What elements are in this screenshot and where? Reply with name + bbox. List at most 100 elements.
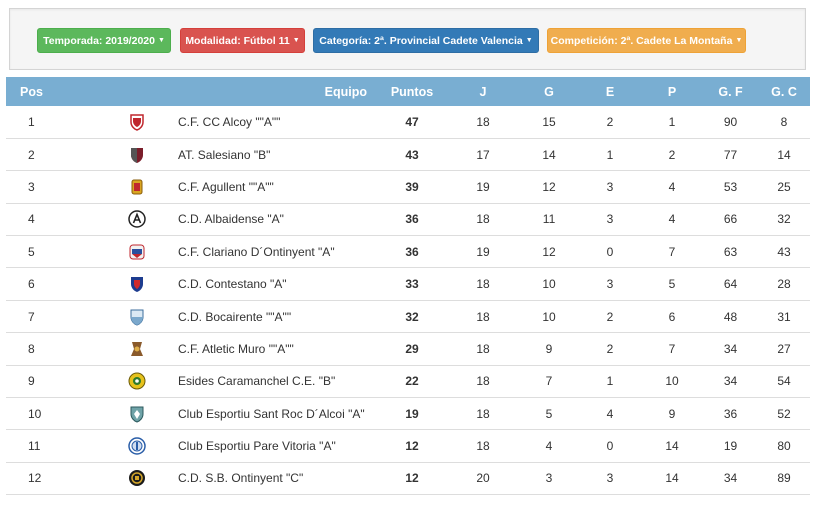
cell-goals-against: 52 (777, 406, 791, 421)
cell-played: 18 (476, 277, 490, 292)
crest-brown-figure-icon (128, 340, 146, 358)
cell-played: 18 (476, 212, 490, 227)
table-row[interactable]: 1 C.F. CC Alcoy ""A"" 47 18 15 2 1 90 8 (6, 106, 811, 139)
cell-team-name[interactable]: C.F. Agullent ""A"" (178, 179, 274, 194)
cell-lost: 2 (668, 147, 676, 162)
cell-goals-against: 31 (777, 309, 791, 324)
cell-points: 32 (405, 309, 419, 324)
cell-won: 4 (545, 439, 553, 454)
cell-points: 12 (405, 439, 419, 454)
cell-points: 47 (405, 114, 419, 129)
mode-dropdown-label: Modalidad: Fútbol 11 (185, 34, 290, 47)
cell-played: 19 (476, 179, 490, 194)
cell-team-name[interactable]: Club Esportiu Sant Roc D´Alcoi "A" (178, 406, 365, 421)
crest-yellow-circle-icon (128, 372, 146, 390)
cell-team-name[interactable]: C.D. Contestano "A" (178, 277, 287, 292)
cell-won: 5 (545, 406, 553, 421)
cell-team-name[interactable]: AT. Salesiano "B" (178, 147, 271, 162)
table-header-row: Pos Equipo Puntos J G E P G. F G. C (6, 77, 811, 106)
cell-points: 39 (405, 179, 419, 194)
cell-pos: 7 (28, 309, 35, 324)
cell-goals-against: 89 (777, 471, 791, 486)
table-row[interactable]: 4 C.D. Albaidense "A" 36 18 11 3 4 66 32 (6, 203, 811, 236)
table-row[interactable]: 12 C.D. S.B. Ontinyent "C" 12 20 3 3 14 34 89 (6, 462, 811, 495)
header-team: Equipo (324, 84, 368, 99)
cell-lost: 6 (668, 309, 676, 324)
cell-points: 43 (405, 147, 419, 162)
cell-won: 11 (542, 212, 556, 227)
header-points: Puntos (390, 84, 434, 99)
caret-down-icon: ▼ (525, 37, 533, 44)
cell-lost: 9 (668, 406, 676, 421)
cell-drawn: 0 (606, 439, 614, 454)
cell-won: 3 (545, 471, 553, 486)
cell-team-name[interactable]: C.D. S.B. Ontinyent "C" (178, 471, 304, 486)
cell-points: 19 (405, 406, 419, 421)
cell-goals-for: 63 (723, 244, 738, 259)
table-row[interactable]: 11 Club Esportiu Pare Vitoria "A" 12 18 4 0 14… (6, 430, 811, 463)
cell-lost: 10 (665, 374, 679, 389)
cell-points: 36 (405, 212, 419, 227)
crest-red-shield-icon (128, 113, 146, 131)
mode-dropdown-button[interactable]: Modalidad: Fútbol 11 ▼ (180, 28, 305, 53)
filter-panel: Temporada: 2019/2020 ▼ Modalidad: Fútbol… (9, 8, 806, 70)
cell-drawn: 1 (606, 147, 614, 162)
crest-light-blue-shield-icon (128, 308, 146, 326)
cell-team-name[interactable]: C.F. Atletic Muro ""A"" (178, 341, 294, 356)
table-row[interactable]: 5 C.F. Clariano D´Ontinyent "A" 36 19 12 0 7 63… (6, 236, 811, 268)
cell-team-name[interactable]: C.D. Bocairente ""A"" (178, 309, 292, 324)
table-row[interactable]: 3 C.F. Agullent ""A"" 39 19 12 3 4 53 25 (6, 171, 811, 204)
cell-points: 33 (405, 277, 419, 292)
cell-drawn: 3 (606, 277, 614, 292)
cell-points: 36 (405, 244, 419, 259)
header-goals-for: G. F (718, 84, 743, 99)
cell-goals-for: 34 (723, 374, 738, 389)
cell-won: 14 (542, 147, 556, 162)
season-dropdown-button[interactable]: Temporada: 2019/2020 ▼ (37, 28, 171, 53)
header-drawn: E (605, 84, 615, 99)
cell-pos: 4 (28, 212, 35, 227)
cell-team-name[interactable]: Club Esportiu Pare Vitoria "A" (178, 439, 336, 454)
cell-crest (102, 300, 172, 332)
table-row[interactable]: 8 C.F. Atletic Muro ""A"" 29 18 9 2 7 34 27 (6, 333, 811, 366)
cell-pos: 3 (28, 179, 35, 194)
cell-team-name[interactable]: Esides Caramanchel C.E. "B" (178, 374, 336, 389)
cell-pos: 1 (28, 114, 35, 129)
crest-gold-shield-icon (128, 178, 146, 196)
cell-drawn: 3 (606, 179, 614, 194)
cell-goals-against: 14 (777, 147, 791, 162)
crest-maroon-shield-icon (128, 146, 146, 164)
table-row[interactable]: 7 C.D. Bocairente ""A"" 32 18 10 2 6 48 31 (6, 300, 811, 333)
table-row[interactable]: 2 AT. Salesiano "B" 43 17 14 1 2 77 14 (6, 138, 811, 171)
crest-red-blue-badge-icon (128, 243, 146, 261)
cell-team-name[interactable]: C.F. Clariano D´Ontinyent "A" (178, 244, 335, 259)
cell-crest (102, 203, 172, 235)
cell-goals-for: 53 (723, 179, 738, 194)
header-pos: Pos (20, 84, 43, 99)
cell-goals-against: 27 (777, 341, 791, 356)
cell-team-name[interactable]: C.F. CC Alcoy ""A"" (178, 114, 281, 129)
table-row[interactable]: 9 Esides Caramanchel C.E. "B" 22 18 7 1 10 34 54 (6, 365, 811, 398)
cell-goals-against: 54 (777, 374, 791, 389)
cell-played: 18 (476, 406, 490, 421)
cell-pos: 6 (28, 277, 35, 292)
table-row[interactable]: 6 C.D. Contestano "A" 33 18 10 3 5 64 28 (6, 268, 811, 301)
cell-played: 18 (476, 374, 490, 389)
cell-lost: 4 (668, 212, 676, 227)
category-dropdown-button[interactable]: Categoría: 2ª. Provincial Cadete Valenci… (313, 28, 539, 53)
cell-crest (102, 171, 172, 203)
cell-goals-for: 34 (723, 471, 738, 486)
cell-played: 19 (476, 244, 490, 259)
cell-drawn: 1 (606, 374, 614, 389)
header-won: G (544, 84, 554, 99)
cell-pos: 8 (28, 341, 35, 356)
competition-dropdown-button[interactable]: Competición: 2ª. Cadete La Montaña ▼ (547, 28, 746, 53)
cell-team-name[interactable]: C.D. Albaidense "A" (178, 212, 284, 227)
table-row[interactable]: 10 Club Esportiu Sant Roc D´Alcoi "A" 19 18… (6, 398, 811, 430)
cell-pos: 9 (28, 374, 35, 389)
cell-crest (102, 268, 172, 300)
cell-lost: 14 (665, 439, 679, 454)
header-played: J (479, 84, 487, 99)
cell-goals-for: 36 (723, 406, 738, 421)
cell-won: 12 (542, 179, 556, 194)
